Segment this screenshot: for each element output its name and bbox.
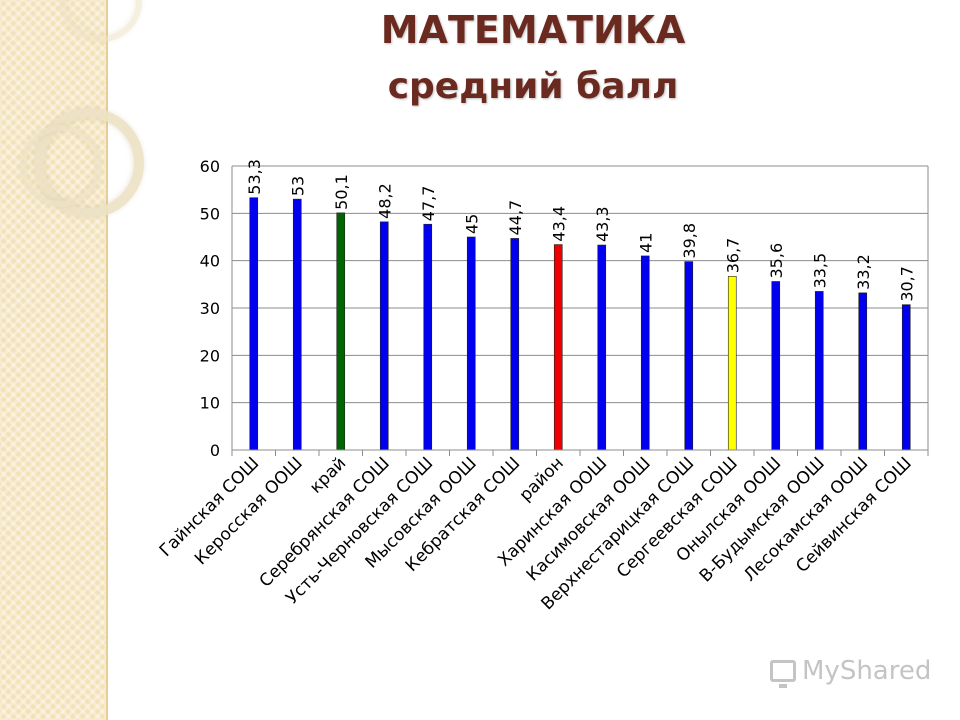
bar [684,261,694,451]
bar-value-label: 53 [288,176,307,196]
y-tick-label: 50 [200,204,220,223]
watermark-text: MyShared [802,656,932,686]
bar-value-label: 30,7 [897,266,916,302]
bar-value-label: 47,7 [419,186,438,222]
bar-value-label: 43,3 [593,206,612,242]
bar-value-label: 53,3 [245,159,264,195]
watermark: MyShared [770,656,932,688]
decorative-ring [20,125,102,207]
bar [466,236,476,451]
bar-value-label: 41 [636,233,655,253]
bar [336,212,346,451]
bar-value-label: 35,6 [767,243,786,279]
bar-value-label: 50,1 [332,174,351,210]
bar [249,197,259,451]
bar [379,221,389,451]
bar [901,304,911,451]
bar [727,275,737,451]
bar-value-label: 48,2 [375,183,394,219]
bar [423,223,433,451]
bar-value-label: 33,2 [854,254,873,290]
y-tick-label: 0 [210,441,220,460]
y-tick-label: 40 [200,252,220,271]
bar [292,198,302,451]
decorative-side-panel [0,0,144,720]
slide-subtitle: средний балл [387,66,679,107]
bar [771,281,781,451]
bar-value-label: 44,7 [506,200,525,236]
bar [640,255,650,451]
projector-screen-icon [770,660,796,688]
bar [510,238,520,451]
bar [597,244,607,451]
bar [858,292,868,451]
y-tick-label: 60 [200,157,220,176]
y-tick-label: 10 [200,394,220,413]
bar [814,291,824,451]
bar [553,244,563,451]
bar-value-label: 33,5 [810,253,829,289]
bar-value-label: 39,8 [680,223,699,259]
bar-value-label: 43,4 [549,206,568,242]
bar-value-label: 36,7 [723,238,742,274]
y-tick-label: 20 [200,346,220,365]
y-tick-label: 30 [200,299,220,318]
bar-value-label: 45 [462,214,481,234]
slide-title: МАТЕМАТИКА [380,8,686,52]
